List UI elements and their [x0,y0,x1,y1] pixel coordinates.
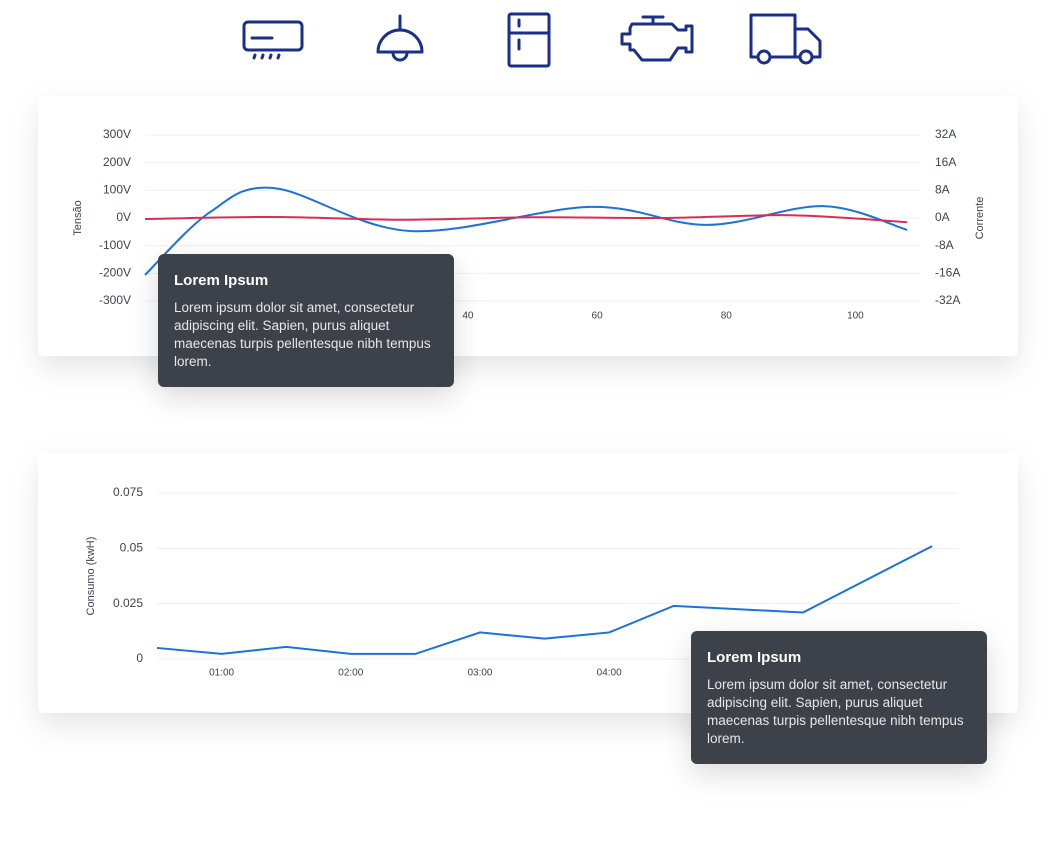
y2-tick-label: 0A [935,210,950,224]
y-tick-label: -200V [99,266,131,280]
y2-tick-label: -32A [935,293,960,307]
y-tick-label: 0V [116,210,131,224]
y2-tick-label: -8A [935,238,954,252]
y-tick-label: 200V [103,155,131,169]
lamp-icon [376,14,424,62]
tooltip-title: Lorem Ipsum [707,649,802,666]
truck-icon [749,13,822,65]
x-tick-label: 60 [592,311,604,322]
fridge-icon [507,12,551,68]
x-tick-label: 03:00 [467,668,492,679]
y-tick-label: 0.05 [120,541,144,555]
icons [242,12,822,68]
y-tick-label: -100V [99,238,131,252]
tooltip: Lorem Ipsum Lorem ipsum dolor sit amet, … [691,631,987,764]
y-tick-label: 0.075 [113,485,143,499]
x-tick-label: 100 [847,311,864,322]
y2-tick-label: 32A [935,127,956,141]
data-line [144,214,908,224]
y-axis-title: Consumo (kwH) [85,537,97,616]
data-line [144,186,908,276]
tooltip-title: Lorem Ipsum [174,272,269,289]
y-tick-label: -300V [99,293,131,307]
engine-icon [620,15,694,62]
tooltip-text: Lorem ipsum dolor sit amet, consectetur … [707,677,964,746]
y2-tick-label: 8A [935,183,950,197]
y2-axis-title: Corrente [974,197,986,240]
y2-tick-label: 16A [935,155,956,169]
x-tick-label: 40 [462,311,474,322]
y-tick-label: 100V [103,183,131,197]
x-tick-label: 04:00 [597,668,622,679]
y2-tick-label: -16A [935,266,960,280]
x-tick-label: 02:00 [338,668,363,679]
y-tick-label: 0 [136,651,143,665]
y-tick-label: 300V [103,127,131,141]
data-line [156,545,933,655]
tooltip-text: Lorem ipsum dolor sit amet, consectetur … [174,300,431,369]
y-axis-title: Tensão [72,200,84,235]
air-conditioner-icon [242,20,304,60]
x-tick-label: 01:00 [209,668,234,679]
x-tick-label: 80 [721,311,733,322]
tooltip: Lorem Ipsum Lorem ipsum dolor sit amet, … [158,254,454,387]
y-tick-label: 0.025 [113,596,143,610]
